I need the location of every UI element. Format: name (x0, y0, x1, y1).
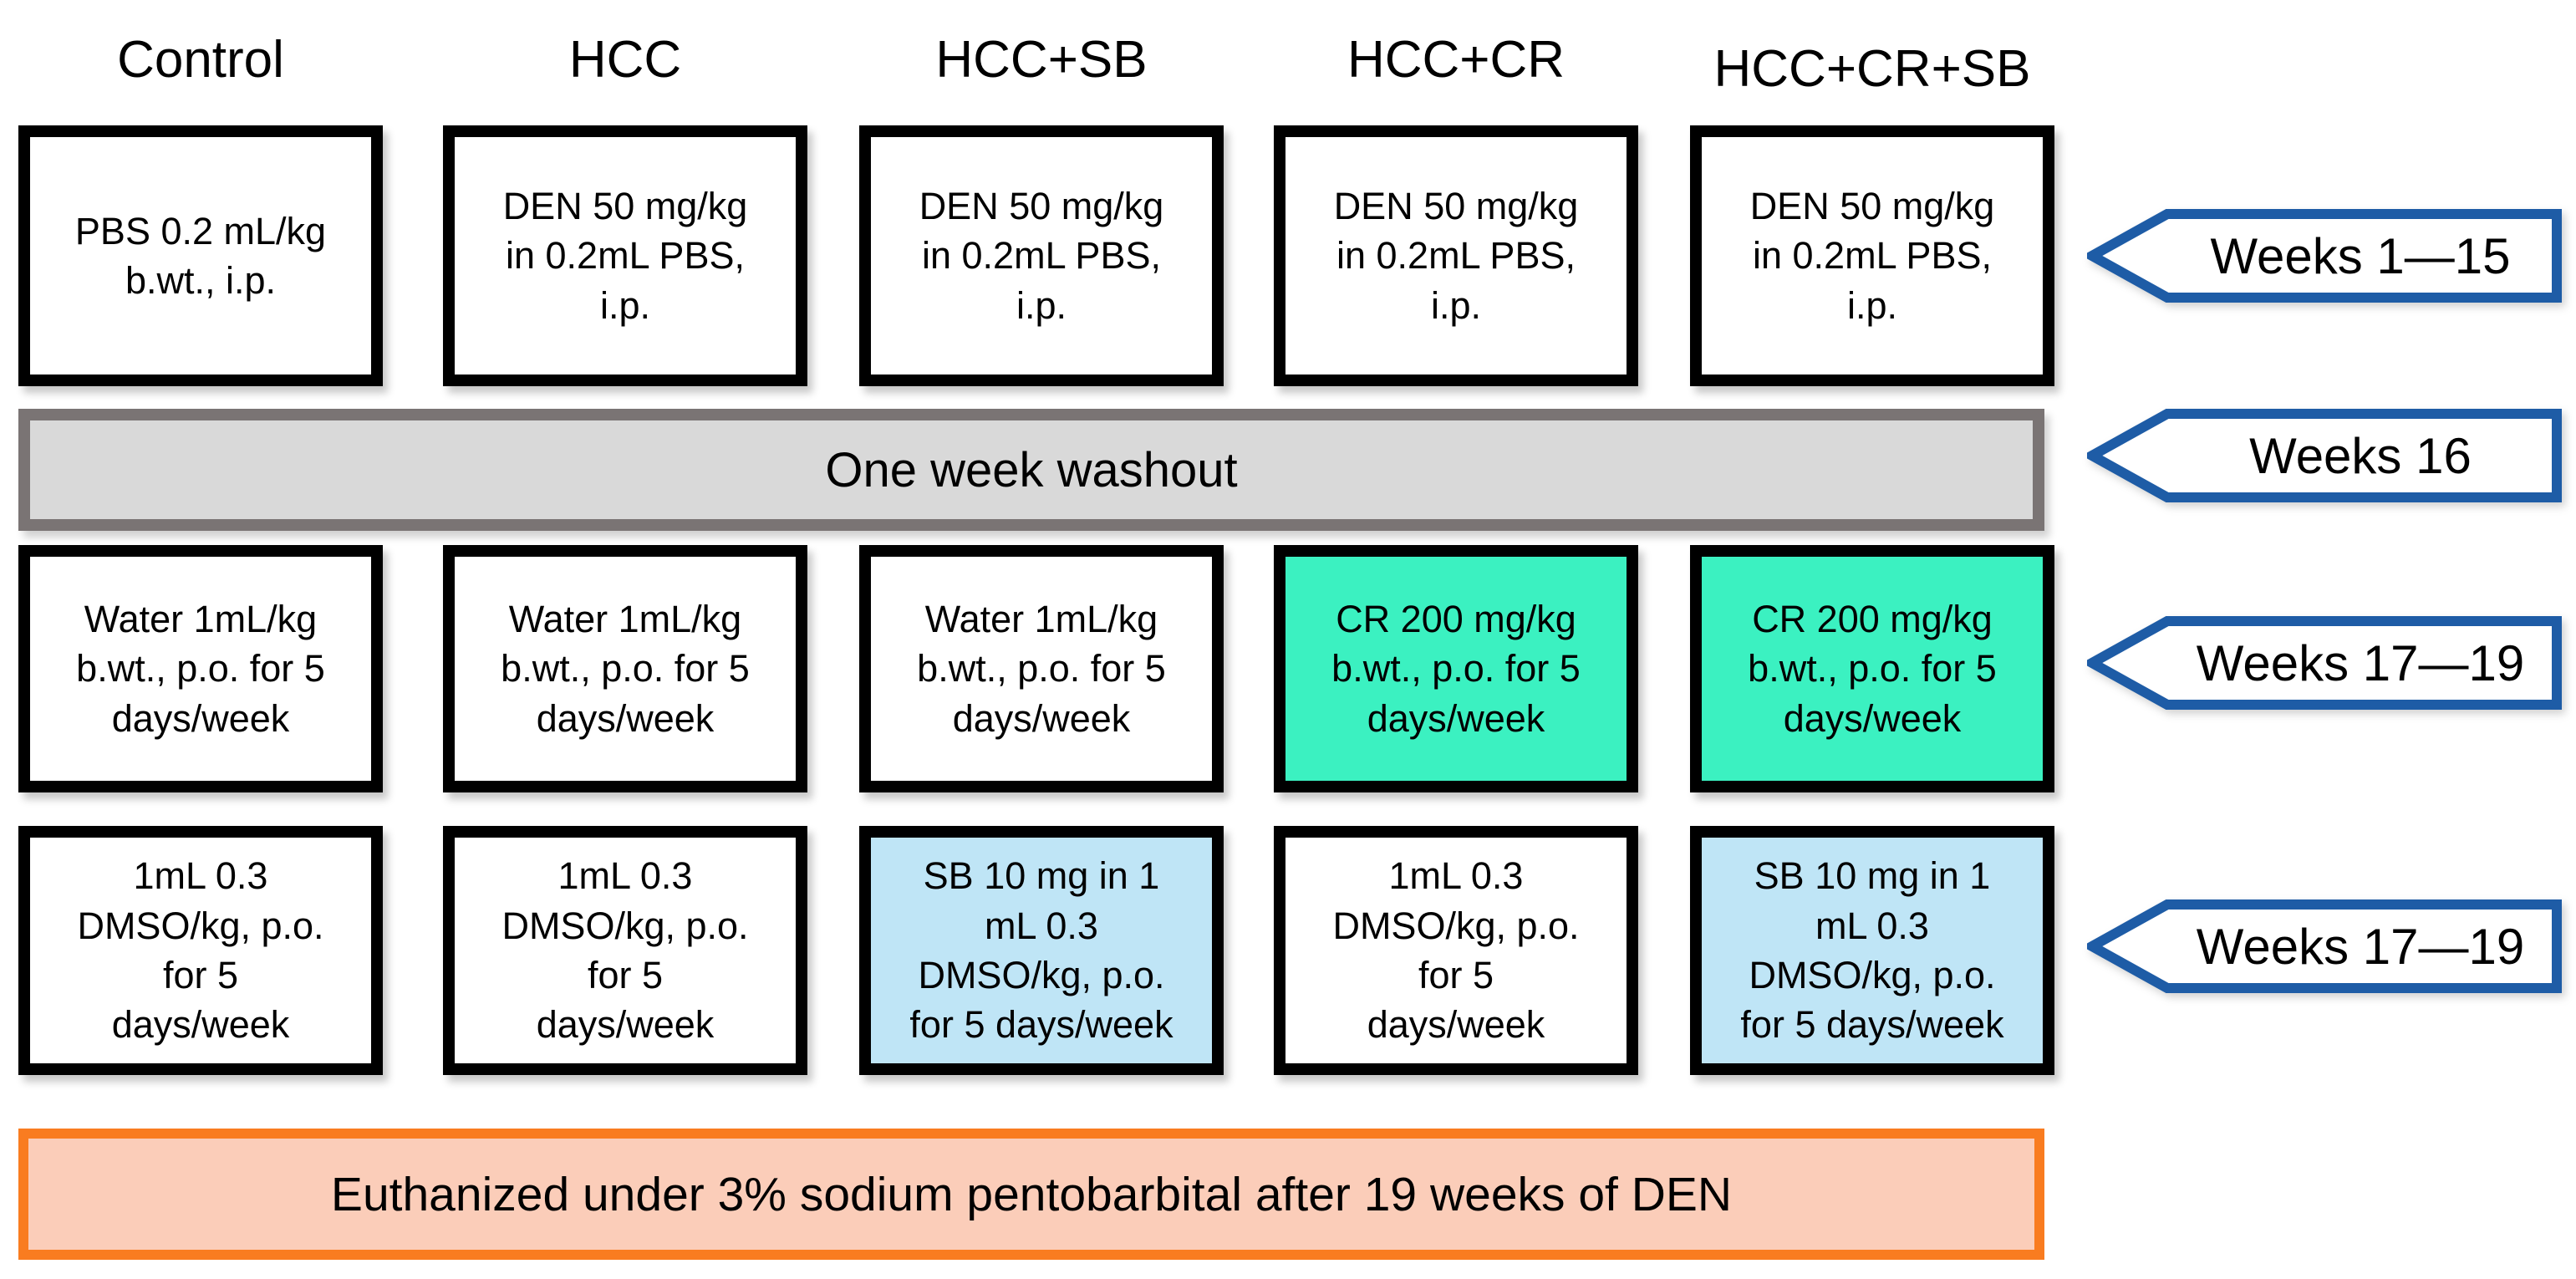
washout-bar: One week washout (18, 409, 2044, 531)
treatment-box-hcc-cr-phase2: CR 200 mg/kg b.wt., p.o. for 5 days/week (1274, 545, 1638, 792)
treatment-text: CR 200 mg/kg b.wt., p.o. for 5 days/week (1331, 597, 1581, 740)
treatment-box-hcc-cr-sb-phase2: CR 200 mg/kg b.wt., p.o. for 5 days/week (1690, 545, 2054, 792)
treatment-box-hcc-sb-phase2: Water 1mL/kg b.wt., p.o. for 5 days/week (859, 545, 1224, 792)
timeline-arrow-weeks-17-19-upper: Weeks 17—19 (2087, 616, 2562, 710)
treatment-text: CR 200 mg/kg b.wt., p.o. for 5 days/week (1748, 597, 1997, 740)
euthanasia-banner: Euthanized under 3% sodium pentobarbital… (18, 1129, 2044, 1260)
treatment-box-hcc-phase1: DEN 50 mg/kg in 0.2mL PBS, i.p. (443, 125, 807, 386)
treatment-box-control-phase3: 1mL 0.3 DMSO/kg, p.o. for 5 days/week (18, 826, 383, 1075)
left-pointing-arrow-icon (2087, 209, 2562, 303)
treatment-text: 1mL 0.3 DMSO/kg, p.o. for 5 days/week (501, 854, 749, 1047)
treatment-text: Water 1mL/kg b.wt., p.o. for 5 days/week (501, 597, 750, 740)
treatment-text: SB 10 mg in 1 mL 0.3 DMSO/kg, p.o. for 5… (1740, 854, 2004, 1047)
treatment-text: Water 1mL/kg b.wt., p.o. for 5 days/week (917, 597, 1166, 740)
treatment-box-hcc-sb-phase3: SB 10 mg in 1 mL 0.3 DMSO/kg, p.o. for 5… (859, 826, 1224, 1075)
treatment-box-hcc-cr-phase3: 1mL 0.3 DMSO/kg, p.o. for 5 days/week (1274, 826, 1638, 1075)
treatment-text: SB 10 mg in 1 mL 0.3 DMSO/kg, p.o. for 5… (909, 854, 1173, 1047)
treatment-box-hcc-cr-phase1: DEN 50 mg/kg in 0.2mL PBS, i.p. (1274, 125, 1638, 386)
timeline-arrow-weeks-1-15: Weeks 1—15 (2087, 209, 2562, 303)
treatment-text: DEN 50 mg/kg in 0.2mL PBS, i.p. (1333, 184, 1579, 327)
treatment-box-hcc-sb-phase1: DEN 50 mg/kg in 0.2mL PBS, i.p. (859, 125, 1224, 386)
group-header-hcc-cr: HCC+CR (1347, 31, 1565, 89)
group-header-hcc-cr-sb: HCC+CR+SB (1713, 40, 2031, 98)
left-pointing-arrow-icon (2087, 899, 2562, 993)
treatment-text: PBS 0.2 mL/kg b.wt., i.p. (74, 209, 327, 302)
treatment-text: 1mL 0.3 DMSO/kg, p.o. for 5 days/week (1332, 854, 1580, 1047)
left-pointing-arrow-icon (2087, 616, 2562, 710)
timeline-label: Weeks 1—15 (2210, 227, 2511, 284)
treatment-text: 1mL 0.3 DMSO/kg, p.o. for 5 days/week (77, 854, 324, 1047)
timeline-arrow-weeks-16: Weeks 16 (2087, 409, 2562, 502)
timeline-label: Weeks 16 (2249, 427, 2472, 484)
group-header-control: Control (117, 31, 284, 89)
timeline-label: Weeks 17—19 (2196, 634, 2525, 691)
treatment-box-control-phase2: Water 1mL/kg b.wt., p.o. for 5 days/week (18, 545, 383, 792)
left-pointing-arrow-icon (2087, 409, 2562, 502)
washout-label: One week washout (825, 442, 1238, 497)
treatment-box-hcc-phase2: Water 1mL/kg b.wt., p.o. for 5 days/week (443, 545, 807, 792)
treatment-text: DEN 50 mg/kg in 0.2mL PBS, i.p. (1749, 184, 1995, 327)
treatment-box-hcc-cr-sb-phase3: SB 10 mg in 1 mL 0.3 DMSO/kg, p.o. for 5… (1690, 826, 2054, 1075)
group-header-hcc-sb: HCC+SB (935, 31, 1148, 89)
treatment-text: DEN 50 mg/kg in 0.2mL PBS, i.p. (919, 184, 1164, 327)
euthanasia-label: Euthanized under 3% sodium pentobarbital… (330, 1167, 1733, 1221)
treatment-box-control-phase1: PBS 0.2 mL/kg b.wt., i.p. (18, 125, 383, 386)
treatment-text: DEN 50 mg/kg in 0.2mL PBS, i.p. (502, 184, 748, 327)
timeline-arrow-weeks-17-19-lower: Weeks 17—19 (2087, 899, 2562, 993)
treatment-box-hcc-phase3: 1mL 0.3 DMSO/kg, p.o. for 5 days/week (443, 826, 807, 1075)
treatment-text: Water 1mL/kg b.wt., p.o. for 5 days/week (76, 597, 325, 740)
treatment-box-hcc-cr-sb-phase1: DEN 50 mg/kg in 0.2mL PBS, i.p. (1690, 125, 2054, 386)
group-header-hcc: HCC (568, 31, 682, 89)
timeline-label: Weeks 17—19 (2196, 918, 2525, 975)
